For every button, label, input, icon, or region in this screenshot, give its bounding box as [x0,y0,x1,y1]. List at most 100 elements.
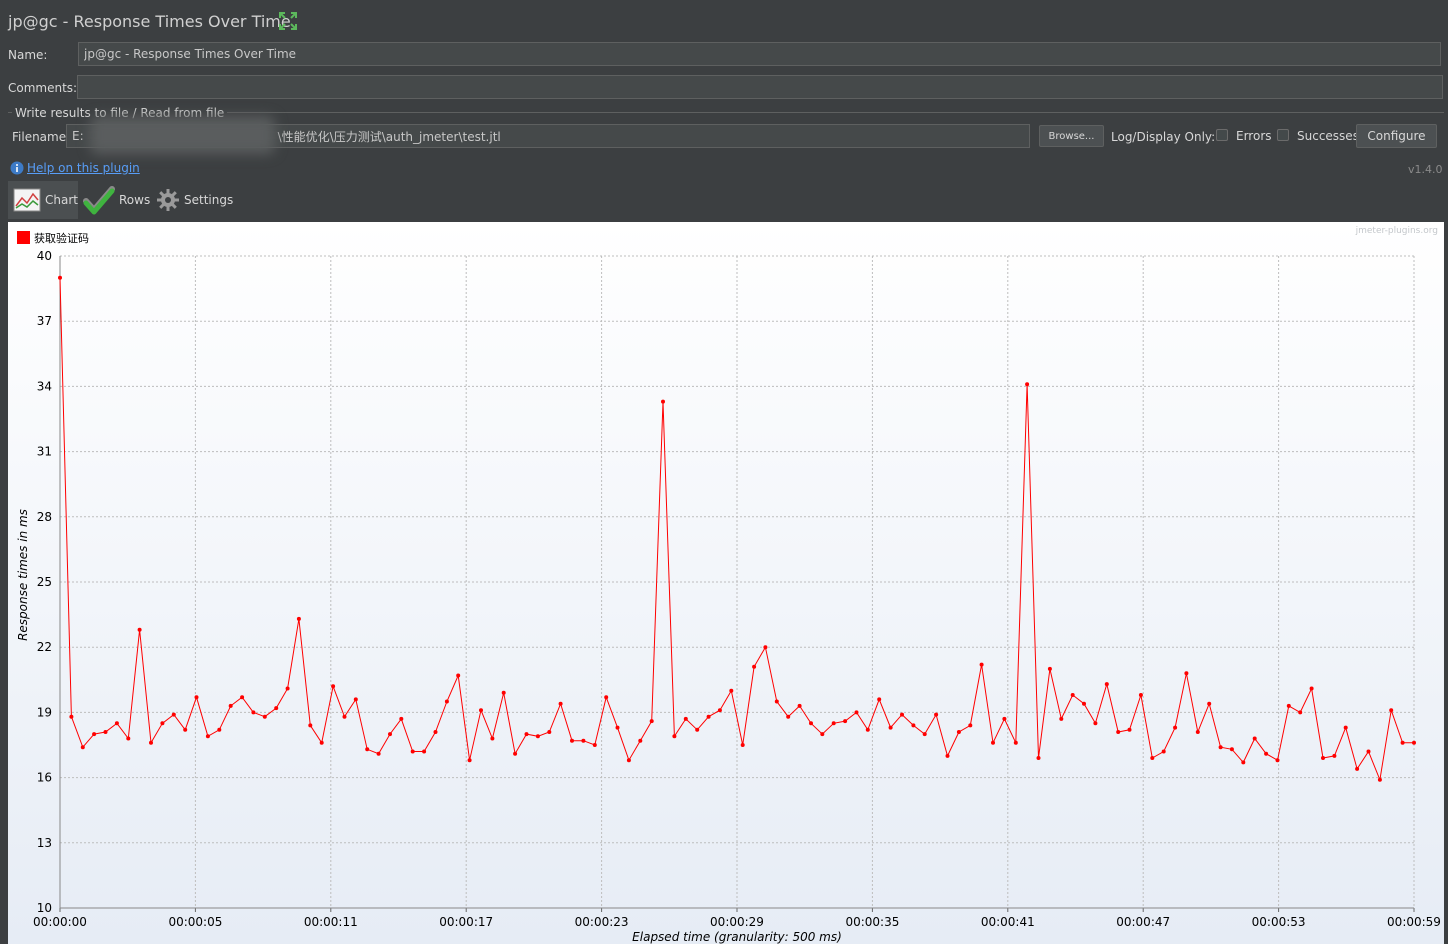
data-point [752,664,757,669]
data-point [456,673,461,678]
data-point [1389,708,1394,713]
data-point [706,714,711,719]
data-point [672,734,677,739]
browse-button[interactable]: Browse... [1039,125,1104,147]
tab-rows[interactable]: Rows [83,181,150,219]
data-point [535,734,540,739]
redacted-path [90,116,275,154]
chart-panel: 10 13 16 19 22 25 28 31 34 37 40 00:00:00 00:00:05 00… [8,222,1444,944]
data-point [547,730,552,734]
configure-button[interactable]: Configure [1356,124,1437,148]
data-point [183,727,188,732]
data-point [1013,740,1018,745]
x-tick-label: 00:00:23 [575,915,629,929]
successes-checkbox[interactable] [1277,129,1289,141]
data-point [581,738,586,743]
data-point [809,721,813,726]
data-point [399,716,404,721]
data-point [900,712,904,717]
comments-label: Comments: [8,81,78,95]
data-point [1161,749,1166,754]
data-point [1286,703,1291,708]
data-point [137,627,142,632]
y-tick-label: 25 [37,575,52,589]
data-point [831,721,836,726]
data-point [911,723,916,728]
data-point [661,399,665,404]
name-input[interactable] [78,42,1441,66]
data-point [296,616,301,621]
data-point [433,730,438,734]
name-label: Name: [8,48,48,62]
y-axis-label: Response times in ms [16,509,30,641]
data-point [592,743,597,747]
data-point [763,645,768,650]
data-point [410,749,415,754]
gear-icon [156,188,180,212]
data-point [365,747,370,752]
data-point [1127,727,1132,732]
data-point [501,690,506,695]
data-point [1229,747,1234,752]
data-point [58,275,62,280]
comments-input[interactable] [77,75,1443,99]
data-point [353,697,358,702]
tab-settings-label: Settings [184,193,234,207]
data-point [1059,716,1064,721]
data-point [1355,766,1360,771]
filename-label: Filename [12,130,67,144]
legend-swatch [17,231,30,244]
help-link[interactable]: Help on this plugin [27,161,140,175]
data-point [786,714,791,719]
checkmark-icon [83,185,115,215]
data-point [524,732,529,737]
x-axis-label: Elapsed time (granularity: 500 ms) [632,930,842,944]
title-bar: jp@gc - Response Times Over Time [0,0,1448,42]
data-point [570,738,574,743]
data-point [1321,756,1325,760]
data-point [1218,745,1223,750]
data-point [479,708,483,713]
data-point [1332,753,1337,758]
data-point [934,712,939,717]
data-point [388,732,392,737]
data-point [854,710,859,715]
x-tick-label: 00:00:53 [1252,915,1306,929]
data-point [1309,686,1314,691]
response-times-chart: 10 13 16 19 22 25 28 31 34 37 40 00:00:00 00:00:05 00… [8,222,1444,944]
data-point [729,688,734,693]
data-point [1036,756,1041,760]
data-point [1184,671,1189,676]
data-point [626,758,631,763]
watermark: jmeter-plugins.org [1355,226,1438,236]
y-tick-label: 10 [37,901,52,915]
data-point [695,727,700,732]
data-point [80,745,85,750]
tab-settings[interactable]: Settings [156,181,233,219]
data-point [820,732,825,737]
version-label: v1.4.0 [1408,163,1443,176]
tab-chart-label: Chart [45,193,78,207]
series-line [59,277,1414,782]
data-point [205,734,210,739]
x-tick-label: 00:00:00 [33,915,87,929]
data-point [638,738,643,743]
data-point [558,701,563,706]
data-point [319,740,324,745]
data-point [114,721,119,726]
errors-checkbox[interactable] [1216,129,1228,141]
tab-rows-label: Rows [119,193,151,207]
data-point [945,753,950,758]
data-point [604,695,609,700]
tab-chart[interactable]: Chart [8,181,78,219]
x-tick-label: 00:00:59 [1387,915,1441,929]
data-point [888,725,893,730]
data-point [285,686,290,691]
data-point [331,684,336,689]
data-point [1264,751,1269,756]
data-point [1366,749,1371,754]
data-point [956,730,961,734]
y-tick-label: 34 [37,379,52,393]
expand-icon[interactable] [278,11,298,31]
data-point [922,732,927,737]
